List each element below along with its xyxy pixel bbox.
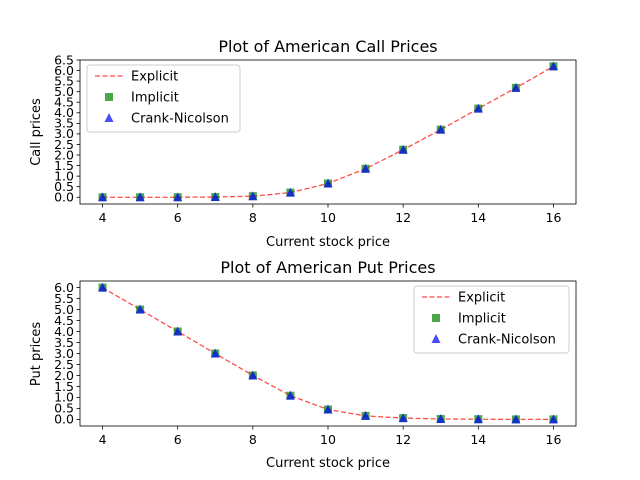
crank-nicolson-point: [210, 192, 220, 202]
crank-nicolson-point: [248, 370, 258, 380]
legend-label: Implicit: [131, 91, 179, 106]
y-tick-label: 5.5: [54, 291, 74, 306]
y-tick-label: 1.5: [54, 379, 74, 394]
y-tick-label: 0.0: [54, 190, 74, 205]
x-tick-label: 10: [320, 210, 336, 225]
x-tick-label: 6: [174, 432, 182, 447]
crank-nicolson-point: [398, 144, 408, 154]
crank-nicolson-point: [473, 414, 483, 424]
x-tick-label: 16: [546, 432, 562, 447]
legend-handle-crank-nicolson: [431, 334, 441, 343]
crank-nicolson-point: [135, 192, 145, 202]
y-tick-label: 4.5: [54, 95, 74, 110]
y-axis-label: Call prices: [29, 98, 44, 166]
crank-nicolson-point: [98, 282, 108, 292]
y-tick-label: 6.0: [54, 280, 74, 295]
x-tick-label: 8: [249, 210, 257, 225]
x-tick-label: 6: [174, 210, 182, 225]
crank-nicolson-point: [436, 413, 446, 423]
crank-nicolson-point: [323, 178, 333, 188]
crank-nicolson-point: [473, 103, 483, 113]
plot-area: 4 6 8 10 12 14 16 0.00.51.01.52.02.53.03.54.04.…: [54, 280, 577, 447]
legend-label: Crank-Nicolson: [458, 333, 556, 348]
plot-area: 4 6 8 10 12 14 16 0.00.51.01.52.02.53.03.54.04.…: [54, 52, 577, 225]
legend-box: [86, 64, 241, 133]
y-tick-label: 3.5: [54, 335, 74, 350]
y-tick-label: 6.0: [54, 63, 74, 78]
x-tick-label: 14: [470, 210, 486, 225]
y-axis-label: Put prices: [29, 322, 44, 386]
crank-nicolson-point: [173, 192, 183, 202]
y-tick-label: 5.5: [54, 73, 74, 88]
y-tick-label: 2.0: [54, 368, 74, 383]
y-tick-label: 0.5: [54, 179, 74, 194]
crank-nicolson-point: [436, 124, 446, 134]
legend-label: Explicit: [131, 70, 178, 85]
crank-nicolson-point: [511, 414, 521, 424]
legend-label: Implicit: [458, 312, 506, 327]
legend-label: Crank-Nicolson: [131, 112, 229, 127]
crank-nicolson-point: [210, 348, 220, 358]
y-tick-label: 1.0: [54, 390, 74, 405]
crank-nicolson-point: [323, 404, 333, 414]
legend-handle-implicit: [432, 314, 440, 322]
y-tick-label: 1.5: [54, 158, 74, 173]
x-tick-label: 16: [546, 210, 562, 225]
call-prices-chart: Plot of American Call Prices Current sto…: [29, 37, 577, 250]
y-tick-label: 3.0: [54, 346, 74, 361]
x-tick-label: 4: [99, 432, 107, 447]
x-tick-label: 12: [395, 210, 411, 225]
legend: Explicit Implicit Crank-Nicolson: [413, 285, 570, 354]
legend-handle-implicit: [105, 93, 113, 101]
x-axis-label: Current stock price: [266, 235, 390, 250]
crank-nicolson-point: [361, 410, 371, 420]
y-tick-label: 5.0: [54, 302, 74, 317]
x-axis-label: Current stock price: [266, 456, 390, 471]
legend: Explicit Implicit Crank-Nicolson: [86, 64, 241, 133]
legend-handle-crank-nicolson: [104, 113, 114, 122]
legend-box: [413, 285, 570, 354]
chart-title: Plot of American Put Prices: [220, 258, 435, 277]
crank-nicolson-point: [548, 61, 558, 71]
y-tick-label: 2.5: [54, 137, 74, 152]
y-tick-label: 0.0: [54, 412, 74, 427]
y-tick-label: 2.0: [54, 147, 74, 162]
crank-nicolson-point: [398, 413, 408, 423]
crank-nicolson-point: [285, 187, 295, 197]
crank-nicolson-point: [98, 192, 108, 202]
crank-nicolson-point: [361, 163, 371, 173]
crank-nicolson-point: [511, 82, 521, 92]
chart-title: Plot of American Call Prices: [218, 37, 437, 56]
y-tick-label: 4.0: [54, 324, 74, 339]
crank-nicolson-point: [173, 326, 183, 336]
y-tick-label: 4.0: [54, 105, 74, 120]
crank-nicolson-point: [285, 390, 295, 400]
x-tick-label: 4: [99, 210, 107, 225]
crank-nicolson-point: [548, 414, 558, 424]
y-tick-label: 5.0: [54, 84, 74, 99]
y-tick-label: 1.0: [54, 168, 74, 183]
y-tick-label: 6.5: [54, 52, 74, 67]
x-tick-label: 12: [395, 432, 411, 447]
y-tick-label: 4.5: [54, 313, 74, 328]
crank-nicolson-point: [248, 191, 258, 201]
y-tick-label: 3.5: [54, 116, 74, 131]
crank-nicolson-point: [135, 304, 145, 314]
y-tick-label: 0.5: [54, 401, 74, 416]
put-prices-chart: Plot of American Put Prices Current stoc…: [29, 258, 577, 471]
x-tick-label: 10: [320, 432, 336, 447]
x-tick-label: 8: [249, 432, 257, 447]
y-tick-label: 3.0: [54, 126, 74, 141]
y-tick-label: 2.5: [54, 357, 74, 372]
x-tick-label: 14: [470, 432, 486, 447]
legend-label: Explicit: [458, 291, 505, 306]
